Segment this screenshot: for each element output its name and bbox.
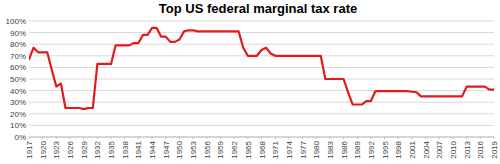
- x-tick: [165, 137, 166, 139]
- x-tick-label: 1959: [216, 140, 225, 158]
- x-tick-label: 2004: [422, 140, 431, 158]
- x-tick: [343, 137, 344, 139]
- x-tick: [56, 137, 57, 139]
- x-tick-label: 1944: [148, 140, 157, 158]
- x-tick: [111, 137, 112, 139]
- x-tick-label: 1998: [394, 140, 403, 158]
- y-tick-label: 70%: [10, 52, 26, 61]
- y-tick-label: 10%: [10, 121, 26, 130]
- x-tick-label: 2019: [490, 140, 499, 158]
- y-axis: 0% 10% 20% 30% 40% 50% 60% 70% 80% 90% 100%: [6, 17, 494, 142]
- y-tick-label: 30%: [10, 98, 26, 107]
- grid-line: [29, 125, 494, 126]
- x-tick: [288, 137, 289, 139]
- y-tick-label: 20%: [10, 110, 26, 119]
- grid-line: [29, 79, 494, 80]
- x-tick-label: 1968: [258, 140, 267, 158]
- background: [0, 0, 500, 164]
- y-tick-label: 90%: [10, 29, 26, 38]
- x-tick: [247, 137, 248, 139]
- x-tick: [439, 137, 440, 139]
- grid-line: [29, 44, 494, 45]
- rate-line: [29, 28, 494, 109]
- plot-area: [29, 28, 494, 109]
- x-tick: [370, 137, 371, 139]
- x-tick-label: 1983: [326, 140, 335, 158]
- grid-line: [29, 67, 494, 68]
- x-tick: [275, 137, 276, 139]
- x-tick: [42, 137, 43, 139]
- x-tick-label: 1989: [353, 140, 362, 158]
- x-tick-label: 1971: [271, 140, 280, 158]
- x-tick: [83, 137, 84, 139]
- x-tick: [97, 137, 98, 139]
- grid-line: [29, 102, 494, 103]
- x-tick-label: 1977: [299, 140, 308, 158]
- x-tick-label: 1926: [66, 140, 75, 158]
- x-tick-label: 1965: [244, 140, 253, 158]
- x-tick-label: 1962: [230, 140, 239, 158]
- x-tick: [357, 137, 358, 139]
- grid-line: [29, 21, 494, 22]
- y-tick-label: 50%: [10, 75, 26, 84]
- x-tick-label: 2007: [435, 140, 444, 158]
- x-tick: [179, 137, 180, 139]
- x-tick: [138, 137, 139, 139]
- x-tick: [261, 137, 262, 139]
- x-tick-label: 1941: [134, 140, 143, 158]
- x-tick-label: 1917: [25, 140, 34, 158]
- title: Top US federal marginal tax rate: [159, 1, 357, 16]
- x-tick: [329, 137, 330, 139]
- x-tick: [124, 137, 125, 139]
- x-tick: [316, 137, 317, 139]
- x-tick: [29, 137, 30, 139]
- y-tick-label: 40%: [10, 87, 26, 96]
- x-tick: [193, 137, 194, 139]
- x-tick: [466, 137, 467, 139]
- x-tick-label: 1980: [312, 140, 321, 158]
- y-tick-label: 100%: [6, 17, 26, 26]
- x-tick: [425, 137, 426, 139]
- x-tick-label: 1956: [203, 140, 212, 158]
- x-tick: [234, 137, 235, 139]
- x-tick-label: 1929: [80, 140, 89, 158]
- x-tick-label: 1938: [121, 140, 130, 158]
- y-tick-label: 80%: [10, 40, 26, 49]
- y-tick-label: 60%: [10, 63, 26, 72]
- x-tick-label: 1920: [39, 140, 48, 158]
- x-tick-label: 1950: [175, 140, 184, 158]
- x-tick: [152, 137, 153, 139]
- x-tick-label: 1935: [107, 140, 116, 158]
- grid-line: [29, 90, 494, 91]
- x-tick: [452, 137, 453, 139]
- grid-line: [29, 55, 494, 56]
- x-tick: [206, 137, 207, 139]
- grid-line: [29, 32, 494, 33]
- x-tick-label: 1992: [367, 140, 376, 158]
- grid-line: [29, 113, 494, 114]
- x-tick: [480, 137, 481, 139]
- x-tick: [411, 137, 412, 139]
- x-tick-label: 2013: [463, 140, 472, 158]
- x-tick-label: 1995: [381, 140, 390, 158]
- x-tick: [220, 137, 221, 139]
- x-tick-label: 1923: [52, 140, 61, 158]
- x-tick-label: 1932: [93, 140, 102, 158]
- x-tick-label: 1947: [162, 140, 171, 158]
- x-tick-label: 1953: [189, 140, 198, 158]
- x-tick-label: 1974: [285, 140, 294, 158]
- x-tick: [70, 137, 71, 139]
- x-tick: [398, 137, 399, 139]
- y-tick-label: 0%: [14, 133, 26, 142]
- chart: Top US federal marginal tax rate 0% 10% 20%…: [0, 0, 500, 164]
- x-tick-label: 1986: [340, 140, 349, 158]
- x-axis: 1917 1920 1923 1926 1929 1932 1935 1938 1941 1944…: [25, 137, 499, 159]
- x-tick: [384, 137, 385, 139]
- x-tick-label: 2016: [476, 140, 485, 158]
- x-tick-label: 2010: [449, 140, 458, 158]
- x-tick: [494, 137, 495, 139]
- x-tick-label: 2001: [408, 140, 417, 158]
- x-tick: [302, 137, 303, 139]
